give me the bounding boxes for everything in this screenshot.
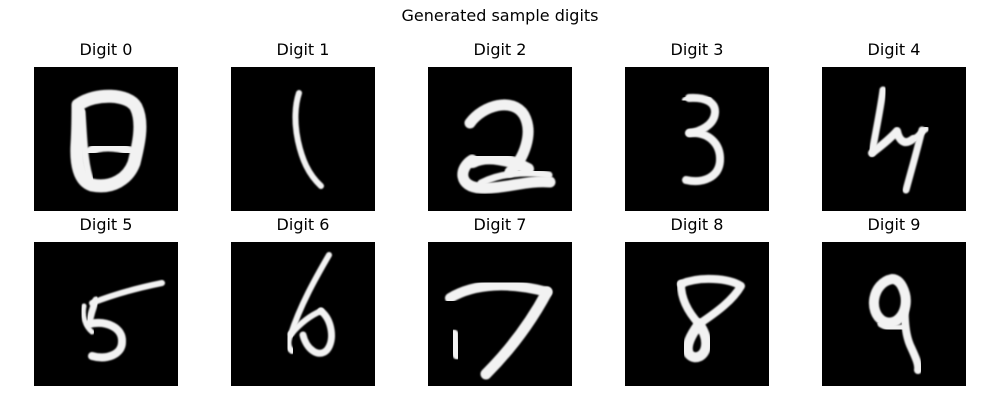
digit-8-icon	[625, 242, 769, 386]
digit-3-icon	[625, 67, 769, 211]
panel-title: Digit 4	[867, 40, 921, 59]
panel-title: Digit 1	[276, 40, 330, 59]
figure-title: Generated sample digits	[401, 6, 599, 25]
panel-title: Digit 3	[670, 40, 724, 59]
panel-title: Digit 0	[79, 40, 133, 59]
panel-title: Digit 8	[670, 215, 724, 234]
digit-2-icon	[428, 67, 572, 211]
digit-4-icon	[822, 67, 966, 211]
panel-title: Digit 5	[79, 215, 133, 234]
panel-title: Digit 7	[473, 215, 527, 234]
digit-0-icon	[34, 67, 178, 211]
digit-6-icon	[231, 242, 375, 386]
panel-title: Digit 2	[473, 40, 527, 59]
digit-5-icon	[34, 242, 178, 386]
digit-1-icon	[231, 67, 375, 211]
digit-7-icon	[428, 242, 572, 386]
digit-9-icon	[822, 242, 966, 386]
panel-title: Digit 9	[867, 215, 921, 234]
panel-title: Digit 6	[276, 215, 330, 234]
